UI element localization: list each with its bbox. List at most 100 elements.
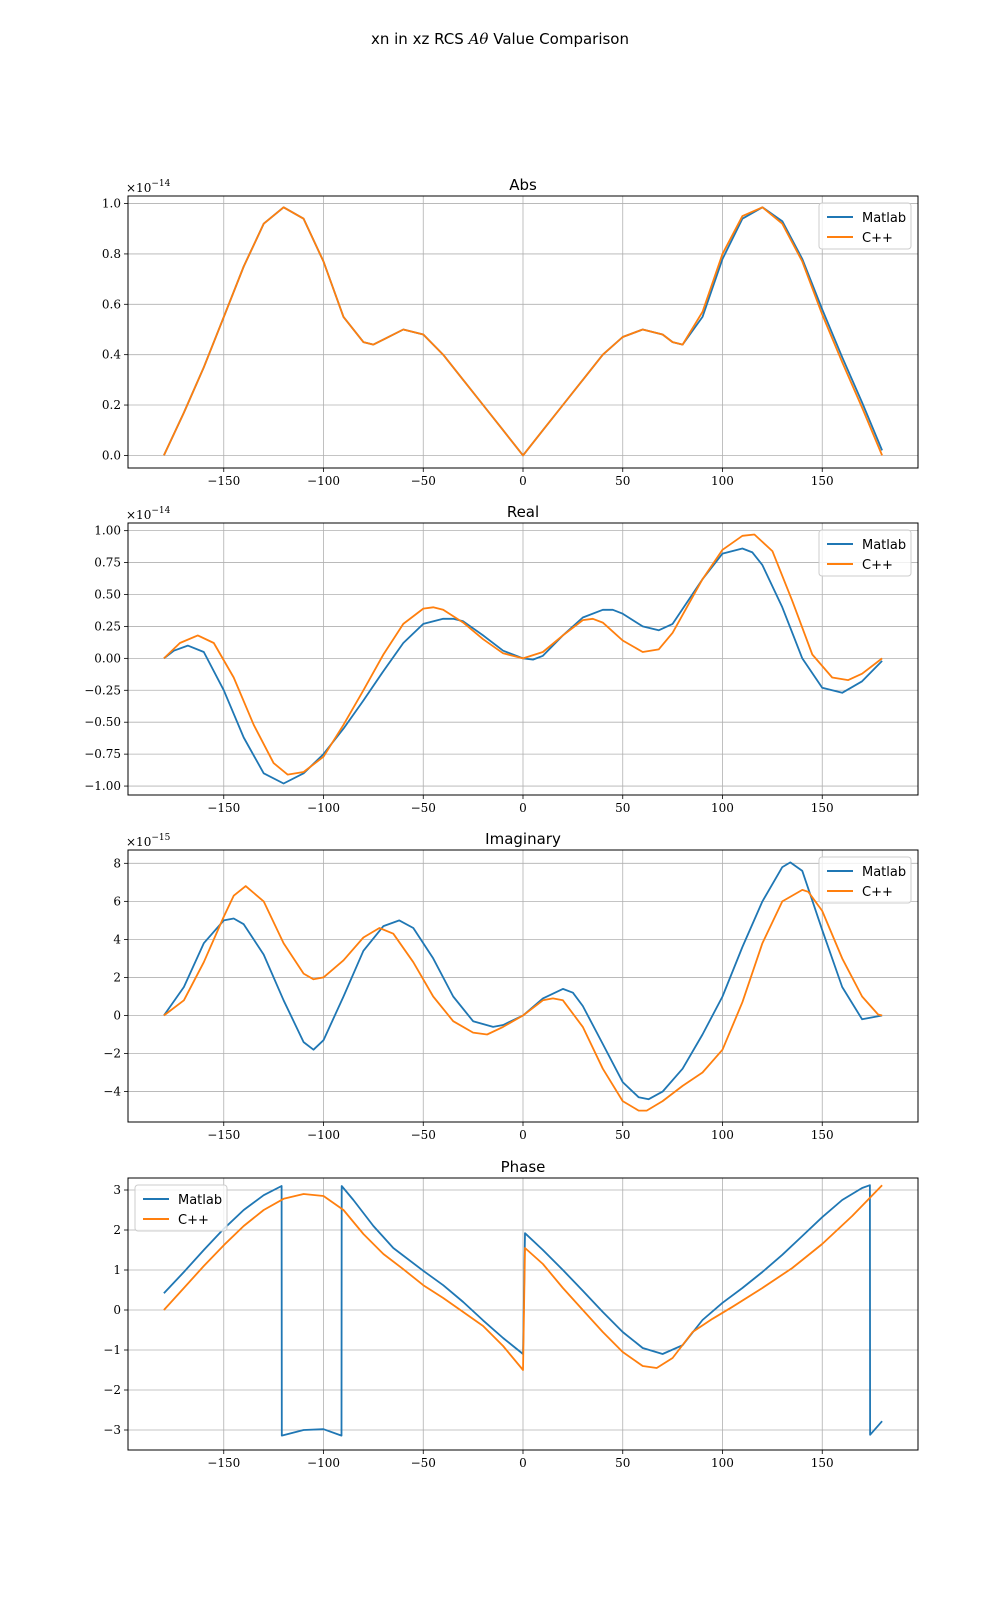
x-tick-label: 0 — [519, 1456, 527, 1470]
y-tick-label: 0.0 — [102, 448, 121, 462]
y-tick-label: −0.25 — [84, 683, 121, 697]
y-tick-label: 1.00 — [94, 524, 121, 538]
offset-base: ×10 — [126, 835, 151, 849]
legend-label: C++ — [862, 885, 893, 900]
x-tick-label: 100 — [711, 474, 734, 488]
y-tick-label: 6 — [113, 894, 121, 908]
figure-title-symbol: Aθ — [467, 30, 489, 48]
series-line-matlab — [163, 547, 883, 785]
subplot-title: Imaginary — [485, 830, 561, 848]
y-tick-label: 4 — [113, 932, 121, 946]
figure-title: xn in xz RCS Aθ Value Comparison — [371, 30, 629, 48]
x-tick-label: −100 — [307, 801, 340, 815]
y-tick-label: 3 — [113, 1183, 121, 1197]
y-tick-label: −3 — [103, 1423, 121, 1437]
x-tick-label: 0 — [519, 801, 527, 815]
offset-base: ×10 — [126, 508, 151, 522]
subplot-phase: −150 −100 −50 0 50 100 150 −3 −2 −1 0 1 2 3 Phase Matla… — [103, 1158, 919, 1470]
y-tick-label: 0 — [113, 1303, 121, 1317]
y-tick-label: 0.75 — [94, 556, 121, 570]
legend: Matlab C++ — [818, 856, 912, 904]
x-tick-label: −150 — [207, 474, 240, 488]
x-tick-label: −100 — [307, 1456, 340, 1470]
series-group — [163, 1184, 883, 1437]
y-tick-label: 0.25 — [94, 619, 121, 633]
y-tick-label: −1 — [103, 1343, 121, 1357]
series-group — [163, 861, 883, 1112]
y-tick-label: −1.00 — [84, 779, 121, 793]
legend-label: Matlab — [862, 211, 906, 226]
y-tick-label: 0 — [113, 1008, 121, 1022]
x-tick-label: −100 — [307, 474, 340, 488]
x-tick-label: 100 — [711, 1128, 734, 1142]
series-line-cpp — [163, 885, 883, 1112]
x-tick-label: 0 — [519, 1128, 527, 1142]
grid — [128, 1178, 918, 1450]
y-tick-label: 2 — [113, 1223, 121, 1237]
y-tick-label: 1 — [113, 1263, 121, 1277]
y-tick-label: 0.8 — [102, 247, 121, 261]
subplot-abs: −150 −100 −50 0 50 100 150 0.0 0.2 0.4 0.6 0.8 1.0 Ab… — [102, 176, 919, 488]
y-tick-label: −4 — [103, 1085, 121, 1099]
grid — [128, 196, 918, 468]
axis-offset-text: ×10−15 — [126, 833, 171, 849]
legend-label: C++ — [862, 558, 893, 573]
legend: Matlab C++ — [818, 202, 912, 250]
x-tick-label: −50 — [411, 1456, 436, 1470]
offset-exponent: −15 — [151, 833, 170, 843]
x-tick-label: 150 — [811, 474, 834, 488]
x-tick-label: 50 — [615, 801, 630, 815]
y-tick-label: 1.0 — [102, 197, 121, 211]
legend-label: Matlab — [862, 538, 906, 553]
axis-offset-text: ×10−14 — [126, 179, 171, 195]
x-tick-label: 50 — [615, 474, 630, 488]
series-group — [163, 533, 883, 785]
subplot-title: Phase — [501, 1158, 546, 1176]
x-tick-label: −150 — [207, 801, 240, 815]
series-line-cpp — [163, 206, 883, 457]
subplot-title: Real — [507, 503, 539, 521]
x-tick-label: −50 — [411, 801, 436, 815]
figure-title-suffix: Value Comparison — [493, 30, 629, 48]
legend-label: Matlab — [178, 1193, 222, 1208]
x-tick-label: −150 — [207, 1128, 240, 1142]
subplot-imaginary: −150 −100 −50 0 50 100 150 −4 −2 0 2 4 6 8 Imaginary ×1… — [103, 830, 919, 1142]
series-group — [163, 206, 883, 457]
y-tick-label: 2 — [113, 970, 121, 984]
legend: Matlab C++ — [818, 529, 912, 577]
figure-title-prefix: xn in xz RCS — [371, 30, 464, 48]
x-tick-label: 100 — [711, 801, 734, 815]
x-tick-label: 50 — [615, 1128, 630, 1142]
x-tick-label: 0 — [519, 474, 527, 488]
legend-label: C++ — [862, 231, 893, 246]
y-tick-label: 0.4 — [102, 348, 121, 362]
subplot-real: −150 −100 −50 0 50 100 150 −1.00 −0.75 −0.50 −0.25… — [84, 503, 919, 815]
axis-offset-text: ×10−14 — [126, 506, 171, 522]
x-tick-label: 150 — [811, 1456, 834, 1470]
subplot-title: Abs — [509, 176, 537, 194]
x-tick-label: −100 — [307, 1128, 340, 1142]
x-tick-label: 100 — [711, 1456, 734, 1470]
legend-label: Matlab — [862, 865, 906, 880]
x-tick-label: 150 — [811, 801, 834, 815]
legend-label: C++ — [178, 1213, 209, 1228]
y-tick-label: −0.75 — [84, 747, 121, 761]
y-tick-label: 8 — [113, 856, 121, 870]
x-tick-label: 150 — [811, 1128, 834, 1142]
y-tick-label: 0.2 — [102, 398, 121, 412]
x-tick-label: −50 — [411, 474, 436, 488]
y-tick-label: 0.00 — [94, 651, 121, 665]
offset-exponent: −14 — [151, 506, 170, 516]
y-tick-label: 0.6 — [102, 297, 121, 311]
y-tick-label: −2 — [103, 1047, 121, 1061]
x-tick-label: −150 — [207, 1456, 240, 1470]
series-line-cpp — [163, 533, 883, 776]
x-tick-label: −50 — [411, 1128, 436, 1142]
y-tick-label: 0.50 — [94, 588, 121, 602]
x-tick-label: 50 — [615, 1456, 630, 1470]
subplots-container: −150 −100 −50 0 50 100 1500.00.20.40.60.81.0Ab… — [84, 176, 919, 1470]
series-line-cpp — [163, 1184, 883, 1371]
offset-exponent: −14 — [151, 179, 170, 189]
y-tick-label: −0.50 — [84, 715, 121, 729]
